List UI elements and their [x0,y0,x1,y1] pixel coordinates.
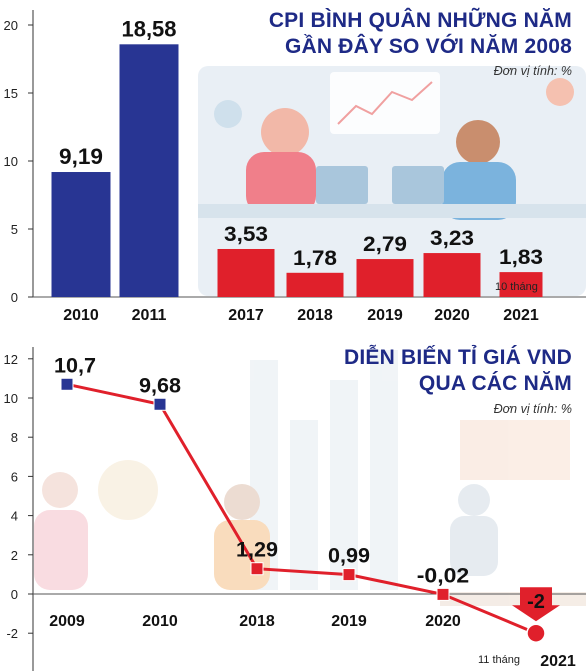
bar-value-label: 3,53 [224,223,268,246]
exchange-chart-title: DIỄN BIẾN TỈ GIÁ VND QUA CÁC NĂM [344,345,572,397]
cpi-title-line-1: CPI BÌNH QUÂN NHỮNG NĂM [268,9,572,32]
cpi-title-line-2: GẦN ĐÂY SO VỚI NĂM 2008 [284,35,572,58]
point-value-label: -0,02 [417,564,470,587]
data-point [436,587,450,601]
y-tick-label: 0 [11,290,18,305]
man-head-icon [456,120,500,164]
screen-chart-line-icon [337,81,433,125]
bar [51,172,111,297]
point-value-label: 0,99 [328,545,370,568]
y-tick-label: 15 [4,86,18,101]
point-value-label: -2 [527,591,545,613]
point-value-label: 9,68 [139,374,181,397]
woman-head-icon [261,108,309,156]
series-line [66,382,537,635]
y-tick-label: -2 [6,626,18,641]
x-tick-label: 2010 [142,613,178,630]
x-tick-label: 2011 [132,307,167,324]
x-tick-label: 2020 [434,307,470,324]
x-tick-label: 2018 [297,307,333,324]
cpi-2021-note: 10 tháng [495,281,538,293]
data-point [250,562,264,576]
data-point [342,568,356,582]
exchange-title-line-2: QUA CÁC NĂM [418,372,572,395]
y-tick-label: 4 [11,509,18,524]
laptop-icon [316,166,368,204]
y-tick-label: 10 [4,154,18,169]
bar [356,259,414,297]
x-tick-label: 2019 [331,613,367,630]
bar-value-label: 1,78 [293,247,337,270]
bar [423,253,481,297]
bar [286,272,344,297]
cpi-chart-title: CPI BÌNH QUÂN NHỮNG NĂM GẦN ĐÂY SO VỚI N… [269,8,572,60]
pie-icon [546,78,574,106]
y-tick-label: 12 [4,352,18,367]
y-tick-label: 10 [4,391,18,406]
exchange-unit-label: Đơn vị tính: % [493,402,572,416]
exchange-2021-note: 11 tháng [478,654,521,666]
data-point [526,623,546,643]
x-tick-label: 2018 [239,613,275,630]
laptop-icon [392,166,444,204]
cpi-bar-chart: 0 5 10 15 20 9,19 2010 18,58 2011 3,53 2017 1,78 201… [4,10,586,324]
screen-chart-icon [330,72,440,134]
x-tick-label: 2010 [63,307,99,324]
exchange-rate-line-chart: -2 0 2 4 6 8 10 12 10,7 2009 9,68 2010 1,29 2018 0,99 2… [4,347,586,671]
bar [217,248,275,297]
cpi-unit-label: Đơn vị tính: % [493,64,572,78]
x-tick-label: 2021 [503,307,539,324]
y-tick-label: 5 [11,222,18,237]
x-tick-label: 2009 [49,613,85,630]
x-tick-label: 2021 [540,653,576,670]
bar [499,272,543,297]
y-tick-label: 0 [11,587,18,602]
bar-value-label: 1,83 [499,246,543,269]
down-arrow-icon [512,587,560,622]
data-point [153,397,167,411]
y-tick-label: 6 [11,469,18,484]
woman-body-icon [246,152,316,214]
y-tick-label: 2 [11,548,18,563]
bar-value-label: 3,23 [430,227,474,250]
point-value-label: 1,29 [236,539,278,562]
x-tick-label: 2020 [425,613,461,630]
pie-icon [214,100,242,128]
point-value-label: 10,7 [54,354,96,377]
x-tick-label: 2017 [228,307,264,324]
bar-value-label: 9,19 [59,144,103,169]
bar [119,44,179,298]
y-tick-label: 20 [4,18,18,33]
y-tick-label: 8 [11,430,18,445]
bar-value-label: 18,58 [122,16,177,41]
data-point [60,377,74,391]
desk-icon [198,204,586,218]
exchange-title-line-1: DIỄN BIẾN TỈ GIÁ VND [343,346,572,369]
bar-value-label: 2,79 [363,233,407,256]
x-tick-label: 2019 [367,307,403,324]
